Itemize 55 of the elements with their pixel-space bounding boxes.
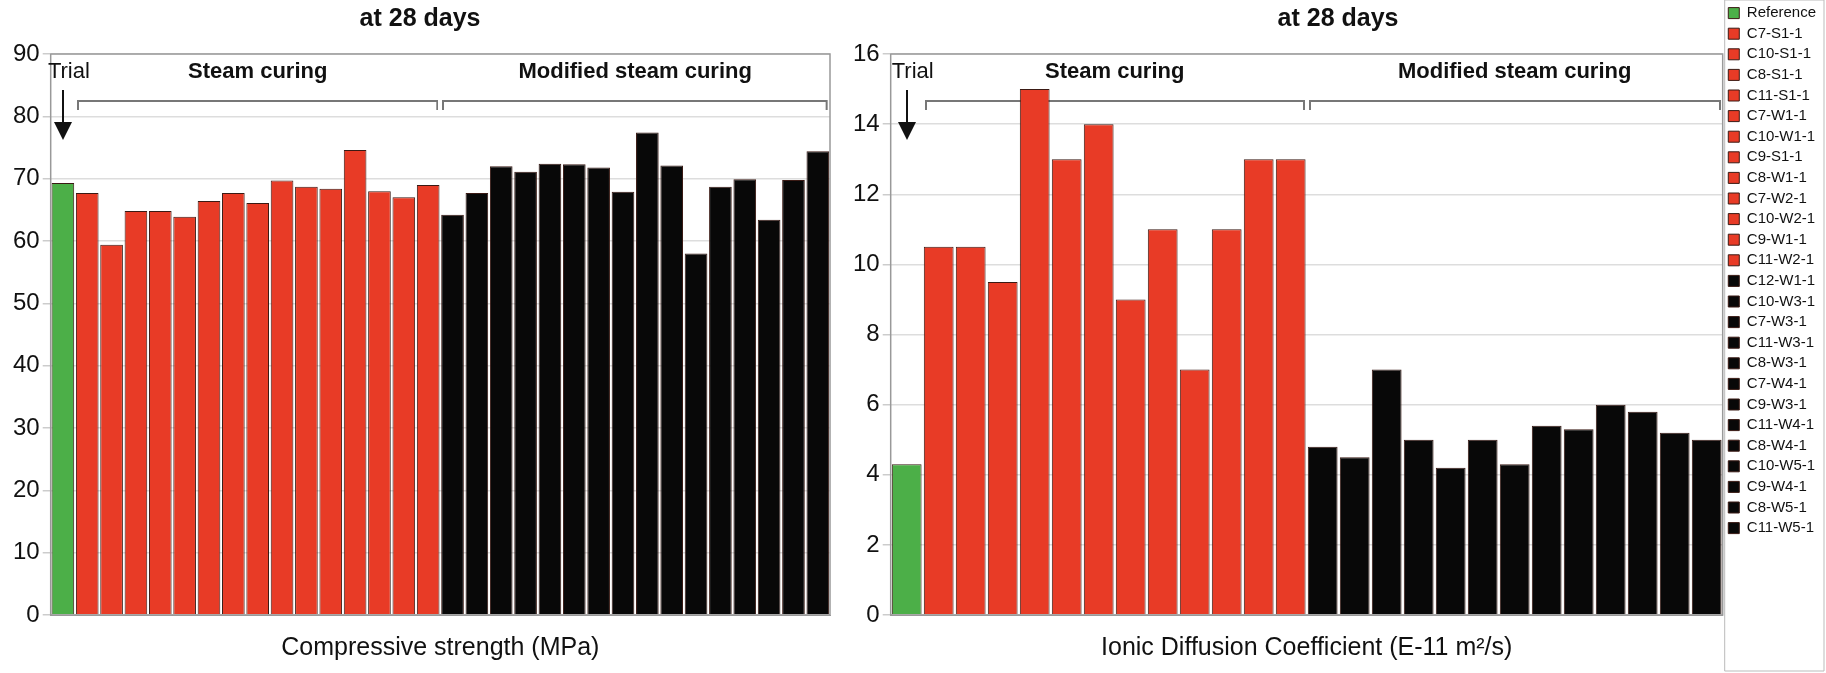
y-tick-label: 16 <box>852 38 880 66</box>
y-tick-label: 10 <box>12 537 40 565</box>
y-tick-label: 0 <box>866 599 880 627</box>
y-tick-label: 10 <box>852 249 880 276</box>
legend-label: C7-W1-1 <box>1746 106 1807 124</box>
legend-label: C7-W3-1 <box>1746 312 1807 330</box>
y-tick-label: 30 <box>12 412 40 440</box>
chart-title: at 28 days <box>359 2 481 31</box>
y-tick-label: 90 <box>12 38 40 66</box>
y-tick-label: 4 <box>866 459 880 487</box>
y-tick-label: 14 <box>852 108 880 136</box>
legend-label: C8-W4-1 <box>1746 435 1807 453</box>
legend-label: C7-W4-1 <box>1746 374 1807 392</box>
y-tick-label: 80 <box>12 100 40 128</box>
y-tick-label: 6 <box>866 389 880 417</box>
x-axis-title: Compressive strength (MPa) <box>281 631 600 660</box>
legend-label: C7-S1-1 <box>1746 23 1803 41</box>
legend-label: C8-S1-1 <box>1746 65 1803 83</box>
legend-label: C11-W4-1 <box>1746 415 1815 433</box>
legend-label: C10-W3-1 <box>1746 291 1816 309</box>
y-tick-label: 8 <box>866 319 880 347</box>
legend-label: C10-W5-1 <box>1746 456 1816 474</box>
legend-label: C9-W3-1 <box>1746 394 1807 412</box>
legend-label: C9-W1-1 <box>1746 229 1807 247</box>
legend-label: C11-W2-1 <box>1746 250 1815 268</box>
legend-label: C11-W5-1 <box>1746 518 1815 536</box>
y-tick-label: 20 <box>12 474 40 502</box>
legend-label: C10-W2-1 <box>1746 209 1816 227</box>
legend-label: C11-S1-1 <box>1746 85 1810 103</box>
y-tick-label: 70 <box>12 163 40 191</box>
annotation: Steam curing <box>1045 58 1185 84</box>
x-axis-title: Ionic Diffusion Coefficient (E-11 m²/s) <box>1101 631 1513 660</box>
legend-label: C8-W3-1 <box>1746 353 1807 371</box>
annotation: Trial <box>47 58 90 84</box>
legend-label: C9-S1-1 <box>1746 147 1803 165</box>
y-tick-label: 50 <box>12 287 40 315</box>
annotation: Trial <box>891 58 934 84</box>
annotation: Modified steam curing <box>518 58 752 84</box>
legend-label: C10-W1-1 <box>1746 126 1816 144</box>
y-tick-label: 2 <box>866 529 880 557</box>
annotation: Steam curing <box>188 58 328 84</box>
annotation: Modified steam curing <box>1397 58 1632 84</box>
y-tick-label: 40 <box>12 350 40 378</box>
chart-title: at 28 days <box>1277 2 1399 31</box>
legend-label: C9-W4-1 <box>1746 477 1807 495</box>
legend-label: C8-W5-1 <box>1746 497 1807 515</box>
legend-label: C12-W1-1 <box>1746 271 1816 289</box>
legend-label: C11-W3-1 <box>1746 332 1815 350</box>
y-tick-label: 12 <box>852 178 880 206</box>
legend-label: C8-W1-1 <box>1746 168 1807 186</box>
legend-label: Reference <box>1746 3 1817 21</box>
legend-label: C7-W2-1 <box>1746 188 1807 206</box>
y-tick-label: 0 <box>26 599 40 627</box>
y-tick-label: 60 <box>12 225 40 253</box>
legend-label: C10-S1-1 <box>1746 44 1811 62</box>
